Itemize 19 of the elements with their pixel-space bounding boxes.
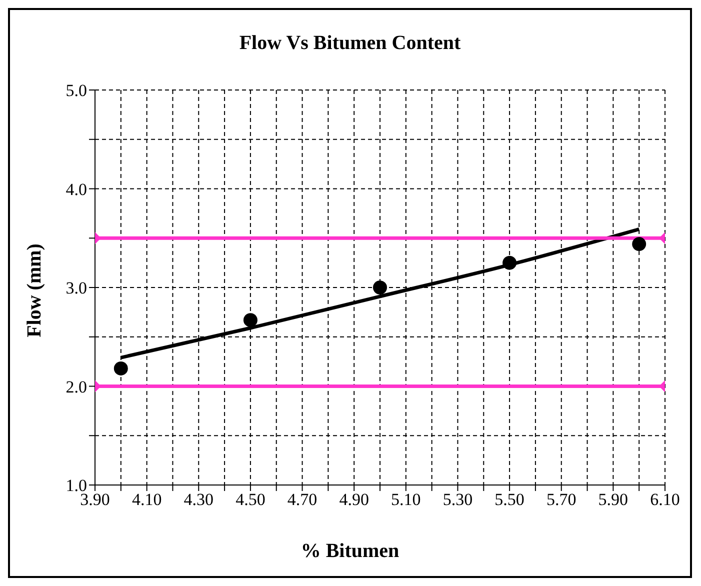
x-tick-label: 3.90 bbox=[80, 490, 110, 510]
x-axis-title: % Bitumen bbox=[300, 540, 400, 563]
chart-title: Flow Vs Bitumen Content bbox=[238, 32, 462, 55]
x-tick-label: 6.10 bbox=[650, 490, 680, 510]
x-tick-label: 4.90 bbox=[339, 490, 369, 510]
x-tick-label: 5.10 bbox=[391, 490, 421, 510]
y-axis-title: Flow (mm) bbox=[24, 243, 46, 337]
x-tick-label: 5.30 bbox=[442, 490, 473, 510]
x-tick-label: 5.70 bbox=[546, 490, 576, 510]
x-tick-label: 5.90 bbox=[598, 490, 628, 510]
x-tick-label: 4.30 bbox=[184, 490, 214, 510]
x-tick-label: 4.50 bbox=[236, 490, 266, 510]
y-tick-label: 5.0 bbox=[66, 81, 87, 100]
y-tick-label: 4.0 bbox=[66, 180, 87, 199]
x-tick-label: 4.10 bbox=[132, 490, 162, 510]
y-tick-label: 2.0 bbox=[66, 377, 87, 396]
x-tick-label: 4.70 bbox=[287, 490, 318, 510]
y-tick-label: 3.0 bbox=[66, 278, 87, 298]
x-tick-label: 5.50 bbox=[494, 490, 524, 510]
